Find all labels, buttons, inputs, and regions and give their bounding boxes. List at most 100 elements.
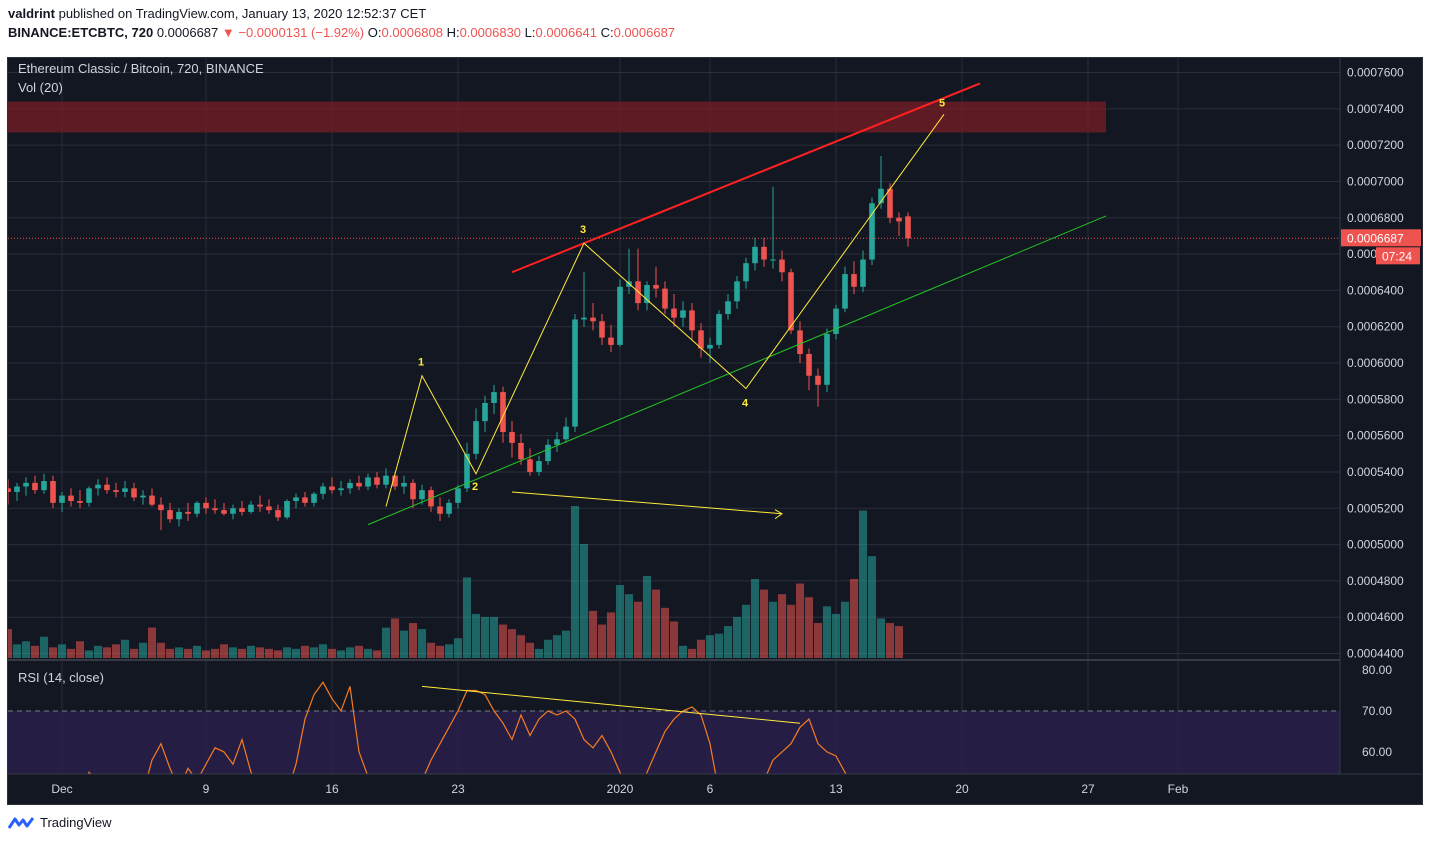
volume-bar (453, 638, 463, 658)
price-tick-label: 0.0004400 (1347, 647, 1404, 661)
candle-body (725, 301, 731, 315)
open-label: O: (367, 25, 382, 40)
volume-bar (48, 647, 58, 658)
volume-bar (714, 633, 724, 658)
time-tick-label: 6 (707, 782, 714, 796)
volume-bar (435, 645, 445, 658)
chart-canvas[interactable]: 123450.00076000.00074000.00072000.000700… (8, 58, 1422, 804)
candle-body (509, 432, 515, 443)
candle-body (365, 477, 371, 487)
volume-bar (192, 645, 202, 658)
time-tick-label: 23 (451, 782, 465, 796)
volume-bar (813, 623, 823, 658)
high-value: 0.0006830 (459, 25, 522, 40)
candle-body (446, 502, 452, 514)
symbol: BINANCE:ETCBTC, 720 (8, 25, 154, 40)
volume-bar (849, 578, 859, 658)
candle-body (329, 486, 335, 491)
candle-body (167, 510, 173, 520)
price-change: ▼ −0.0000131 (−1.92%) (221, 25, 365, 40)
volume-bar (21, 641, 31, 658)
candle-body (860, 259, 866, 287)
volume-bar (723, 626, 733, 658)
candle-body (464, 453, 470, 489)
volume-bar (363, 648, 373, 658)
volume-bar (615, 585, 625, 658)
time-tick-label: Dec (51, 782, 72, 796)
volume-bar (219, 644, 229, 658)
volume-bar (561, 630, 571, 658)
rsi-tick-label: 80.00 (1362, 663, 1392, 677)
candle-body (140, 495, 146, 498)
candle-body (761, 246, 767, 260)
candle-body (338, 488, 344, 491)
price-tick-label: 0.0005400 (1347, 465, 1404, 479)
volume-bar (93, 645, 103, 658)
volume-bar (579, 544, 589, 658)
candle-body (905, 216, 911, 239)
brand-name[interactable]: TradingView (40, 815, 112, 830)
volume-bar (147, 627, 157, 658)
candle-body (59, 495, 65, 503)
high-label: H: (446, 25, 460, 40)
candle-body (455, 488, 461, 503)
volume-bar (777, 594, 787, 658)
candle-body (104, 484, 110, 491)
candle-body (50, 481, 56, 503)
volume-bar (156, 642, 166, 658)
volume-bar (786, 604, 796, 658)
candle-body (392, 475, 398, 487)
candle-body (41, 481, 47, 491)
countdown-tag (1376, 247, 1420, 265)
candle-body (734, 281, 740, 302)
price-tick-label: 0.0006400 (1347, 283, 1404, 297)
legend-volume: Vol (20) (18, 80, 63, 95)
price-tick-label: 0.0004800 (1347, 574, 1404, 588)
last-price-tag-text: 0.0006687 (1347, 231, 1404, 245)
candle-body (824, 333, 830, 385)
candle-body (491, 392, 497, 403)
rsi-tick-label: 60.00 (1362, 745, 1392, 759)
volume-bar (111, 644, 121, 658)
volume-bar (390, 618, 400, 658)
author[interactable]: valdrint (8, 6, 55, 21)
volume-bar (498, 624, 508, 658)
candle-body (671, 308, 677, 318)
price-tick-label: 0.0004600 (1347, 610, 1404, 624)
volume-bar (471, 613, 481, 658)
volume-bar (12, 644, 22, 658)
candle-body (410, 482, 416, 500)
volume-bar (237, 648, 247, 658)
wave-label-3: 3 (580, 224, 586, 236)
price-tick-label: 0.0007200 (1347, 138, 1404, 152)
volume-divergence-line (511, 491, 783, 515)
price-tick-label: 0.0007400 (1347, 102, 1404, 116)
candle-body (419, 490, 425, 500)
volume-bar (381, 627, 391, 658)
volume-bar (444, 644, 454, 658)
elliott-wave-path (385, 114, 945, 507)
ohlc-line: BINANCE:ETCBTC, 720 0.0006687 ▼ −0.00001… (8, 25, 675, 40)
candle-body (878, 188, 884, 204)
candle-body (122, 488, 128, 492)
volume-bar (129, 648, 139, 658)
volume-bar (372, 650, 382, 658)
volume-bar (228, 647, 238, 658)
countdown-text: 07:24 (1382, 249, 1412, 263)
volume-bar (876, 618, 886, 658)
candle-body (599, 321, 605, 338)
volume-bar (255, 647, 265, 658)
volume-bar (399, 630, 409, 658)
candle-body (572, 319, 578, 427)
volume-bar (633, 601, 643, 658)
chart-frame[interactable]: 1 2 3 4 5 0.0007600 0.0007400 0.0007200 0.000700… (7, 57, 1423, 805)
candle-body (698, 330, 704, 349)
candle-body (320, 486, 326, 494)
volume-bar (687, 648, 697, 658)
volume-bar (354, 645, 364, 658)
price-tick-label: 0.0005000 (1347, 538, 1404, 552)
time-tick-label: 27 (1081, 782, 1095, 796)
volume-bar (570, 506, 580, 658)
candle-body (185, 511, 191, 514)
volume-bar (84, 650, 94, 658)
